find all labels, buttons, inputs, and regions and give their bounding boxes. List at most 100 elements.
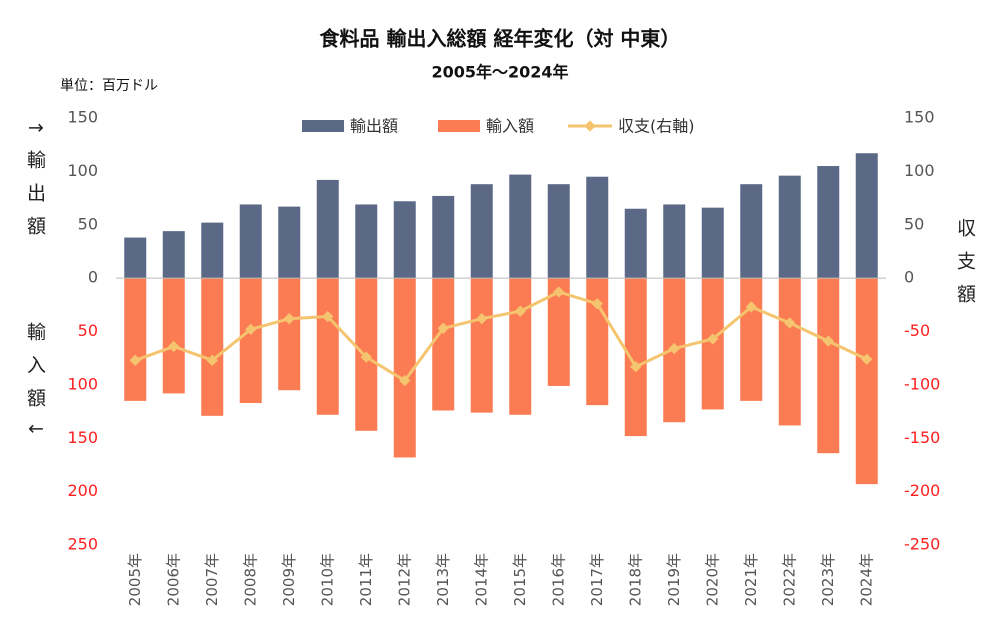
bar [393,278,416,458]
balance-marker [707,333,719,345]
balance-marker [245,323,257,336]
x-tick-label: 2020年 [703,553,721,606]
bar [470,278,493,413]
balance-marker [822,335,834,347]
bar [162,231,185,279]
x-tick-label: 2021年 [742,553,760,606]
bar [201,222,224,279]
balance-marker [322,310,334,323]
balance-marker [745,301,757,313]
legend-swatch [438,120,480,132]
bar [855,278,878,485]
x-tick-label: 2009年 [280,553,298,606]
balance-marker [784,317,796,329]
bar [740,278,763,401]
y-tick-label: 100 [67,161,98,180]
bar [432,278,455,411]
bar [316,179,339,279]
legend-label: 輸出額 [350,117,398,136]
bar [124,278,147,401]
y2-tick-label: 150 [904,108,935,127]
x-tick-label: 2008年 [241,553,259,606]
bar [624,278,647,437]
bar [586,176,609,279]
balance-marker [630,361,642,373]
bar [470,184,493,279]
bar [239,204,262,279]
legend-swatch [584,120,596,132]
x-tick-label: 2011年 [357,553,375,606]
bar [239,278,262,404]
y2-tick-label: -50 [904,321,930,340]
balance-marker [206,354,218,366]
balance-marker [591,298,603,310]
bar [355,204,378,279]
bar [509,174,532,279]
x-tick-label: 2016年 [549,553,567,606]
x-tick-label: 2023年 [819,553,837,606]
balance-marker [129,354,141,366]
bar [509,278,532,415]
balance-marker [360,351,372,363]
y-tick-label: 50 [78,321,98,340]
bar [547,184,570,279]
bar [663,204,686,279]
bar [817,278,840,454]
chart-subtitle: 2005年～2024年 [431,63,568,82]
y-tick-label: 150 [67,108,98,127]
y-tick-label: 200 [67,481,98,500]
y-tick-label: 50 [78,214,98,233]
bar [817,166,840,279]
x-tick-label: 2017年 [588,553,606,606]
bar [124,237,147,279]
bar [701,207,724,279]
y-tick-label: 0 [88,268,98,287]
y2-tick-label: -150 [904,428,940,447]
bar [316,278,339,415]
y-tick-label: 100 [67,374,98,393]
y2-tick-label: 0 [904,268,914,287]
bar [162,278,185,394]
bar [778,278,801,426]
x-tick-label: 2005年 [126,553,144,606]
x-tick-label: 2012年 [395,553,413,606]
x-tick-label: 2015年 [511,553,529,606]
y2-tick-label: 50 [904,214,924,233]
bar [740,184,763,279]
balance-marker [553,286,565,298]
x-tick-label: 2007年 [203,553,221,606]
x-tick-label: 2006年 [164,553,182,606]
balance-marker [283,313,295,325]
x-tick-label: 2014年 [472,553,490,606]
x-tick-label: 2010年 [318,553,336,606]
bar [278,278,301,391]
y-tick-label: 150 [67,428,98,447]
legend-label: 収支(右軸) [618,117,695,136]
bar [778,175,801,279]
unit-label: 単位：百万ドル [60,78,158,94]
balance-marker [514,305,526,317]
balance-marker [437,322,449,334]
x-tick-label: 2019年 [665,553,683,606]
bar [855,153,878,279]
chart-title: 食料品 輸出入総額 経年変化（対 中東） [320,27,681,51]
x-tick-label: 2018年 [626,553,644,606]
y2-tick-label: 100 [904,161,935,180]
bar [432,195,455,279]
y2-axis-label: 収支額 [954,218,976,317]
legend-swatch [302,120,344,132]
y2-tick-label: -250 [904,535,940,554]
balance-line [134,290,868,383]
bar [278,206,301,279]
balance-marker [476,313,488,325]
y-tick-label: 250 [67,535,98,554]
x-tick-label: 2022年 [780,553,798,606]
y2-tick-label: -200 [904,481,940,500]
x-tick-label: 2024年 [857,553,875,606]
bar [586,278,609,406]
balance-marker [668,342,680,355]
balance-marker [861,353,873,365]
y2-tick-label: -100 [904,374,940,393]
